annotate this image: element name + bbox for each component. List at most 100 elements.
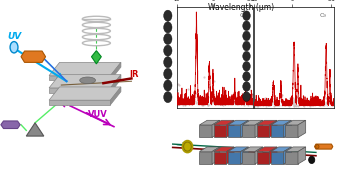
- Point: [183, 101, 188, 104]
- Point: [310, 100, 315, 103]
- Point: [190, 103, 195, 106]
- Point: [288, 102, 294, 105]
- Point: [216, 97, 221, 100]
- Polygon shape: [271, 147, 292, 152]
- Point: [327, 99, 332, 102]
- Point: [279, 99, 284, 102]
- Point: [327, 100, 332, 103]
- Point: [187, 99, 192, 102]
- Point: [174, 103, 180, 106]
- Point: [262, 99, 268, 102]
- Point: [291, 103, 296, 106]
- Point: [249, 103, 254, 106]
- Point: [221, 103, 226, 106]
- Circle shape: [164, 33, 172, 45]
- Point: [272, 104, 277, 107]
- Polygon shape: [226, 147, 234, 164]
- Point: [206, 103, 211, 106]
- Point: [176, 83, 181, 86]
- Point: [265, 103, 270, 106]
- Point: [181, 101, 186, 104]
- Point: [261, 99, 266, 102]
- Point: [279, 93, 284, 96]
- Point: [249, 100, 254, 103]
- Polygon shape: [200, 125, 212, 137]
- Point: [174, 88, 180, 91]
- Point: [307, 103, 313, 106]
- Point: [214, 99, 220, 102]
- Point: [255, 104, 260, 107]
- Point: [291, 96, 296, 99]
- Point: [293, 99, 298, 102]
- Point: [321, 104, 326, 107]
- Ellipse shape: [184, 142, 191, 151]
- Point: [330, 104, 335, 107]
- Point: [276, 103, 281, 106]
- Point: [258, 103, 264, 106]
- Point: [178, 92, 184, 95]
- Point: [177, 102, 182, 105]
- Point: [199, 103, 205, 106]
- Polygon shape: [271, 152, 284, 164]
- Point: [218, 102, 223, 105]
- Polygon shape: [242, 147, 263, 152]
- Point: [194, 96, 200, 99]
- Polygon shape: [26, 123, 44, 136]
- Point: [236, 102, 241, 105]
- Point: [247, 96, 252, 99]
- Point: [197, 96, 202, 99]
- Polygon shape: [226, 120, 234, 137]
- Point: [247, 101, 253, 104]
- Point: [227, 99, 233, 102]
- Polygon shape: [242, 125, 255, 137]
- Point: [316, 104, 321, 107]
- Point: [202, 102, 207, 105]
- Polygon shape: [1, 121, 20, 129]
- Point: [295, 104, 300, 107]
- Point: [270, 100, 276, 103]
- Point: [201, 103, 206, 106]
- Point: [233, 101, 238, 104]
- Polygon shape: [228, 120, 248, 125]
- Point: [188, 98, 194, 101]
- Point: [181, 97, 186, 100]
- Polygon shape: [21, 51, 45, 62]
- Text: C₈: C₈: [240, 13, 246, 18]
- Ellipse shape: [80, 77, 95, 84]
- Point: [239, 93, 245, 96]
- Polygon shape: [49, 100, 111, 105]
- Point: [314, 100, 320, 103]
- Point: [249, 93, 254, 96]
- Point: [236, 100, 242, 103]
- Point: [233, 97, 238, 100]
- Point: [279, 101, 285, 104]
- Point: [292, 104, 297, 107]
- Point: [260, 103, 265, 106]
- Circle shape: [164, 91, 172, 103]
- Point: [321, 104, 326, 107]
- Point: [314, 102, 320, 105]
- Circle shape: [243, 21, 250, 31]
- Point: [220, 95, 225, 98]
- Point: [218, 102, 224, 105]
- Point: [303, 101, 309, 104]
- Point: [227, 103, 233, 106]
- Point: [203, 101, 209, 105]
- Polygon shape: [285, 147, 306, 152]
- Polygon shape: [214, 125, 226, 137]
- Point: [267, 102, 272, 105]
- Point: [235, 99, 240, 102]
- Polygon shape: [228, 125, 241, 137]
- Point: [307, 101, 313, 104]
- Point: [290, 101, 296, 105]
- Point: [293, 104, 298, 107]
- Polygon shape: [271, 120, 292, 125]
- Point: [289, 97, 295, 100]
- Polygon shape: [228, 152, 241, 164]
- Point: [185, 88, 190, 91]
- Point: [233, 100, 239, 103]
- Point: [218, 97, 223, 100]
- Polygon shape: [91, 51, 101, 64]
- Point: [216, 100, 221, 103]
- Point: [291, 98, 297, 101]
